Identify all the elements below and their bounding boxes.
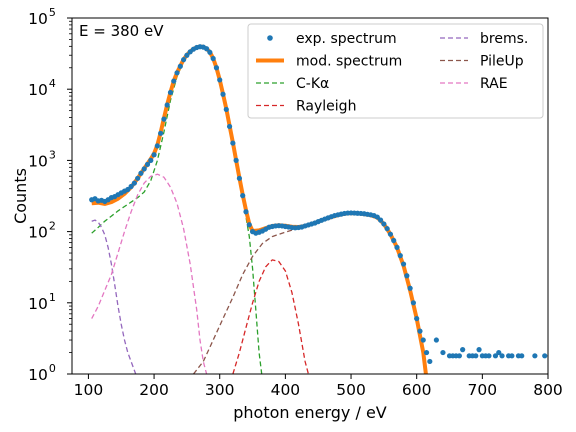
x-axis-label: photon energy / eV bbox=[233, 403, 387, 422]
data-point bbox=[381, 221, 387, 227]
x-tick-label: 300 bbox=[205, 381, 235, 399]
data-point bbox=[243, 209, 249, 215]
x-tick-label: 600 bbox=[402, 381, 432, 399]
data-point bbox=[440, 349, 446, 356]
data-point bbox=[433, 337, 439, 343]
data-point bbox=[184, 52, 190, 58]
legend-label: mod. spectrum bbox=[296, 54, 402, 70]
data-point bbox=[374, 214, 380, 220]
legend-label: Rayleigh bbox=[296, 99, 356, 115]
data-point bbox=[164, 102, 170, 108]
legend-label: RAE bbox=[480, 76, 508, 92]
x-tick-label: 800 bbox=[533, 381, 563, 399]
series-line-rayleigh bbox=[232, 259, 310, 374]
data-point bbox=[476, 347, 482, 353]
x-tick-label: 700 bbox=[468, 381, 498, 399]
data-point bbox=[125, 186, 131, 193]
series-layer bbox=[89, 44, 548, 374]
data-point bbox=[223, 106, 229, 113]
data-point bbox=[391, 237, 397, 244]
data-point bbox=[236, 175, 243, 181]
data-point bbox=[246, 222, 252, 228]
data-point bbox=[144, 161, 151, 167]
data-point bbox=[496, 349, 502, 356]
legend-item: exp. spectrum bbox=[267, 31, 397, 47]
data-point bbox=[177, 63, 183, 69]
series-line-rae bbox=[91, 173, 208, 374]
series-exp-spectrum bbox=[89, 44, 548, 365]
data-point bbox=[420, 337, 426, 343]
x-tick-label: 500 bbox=[336, 381, 366, 399]
data-point bbox=[492, 353, 499, 359]
data-point bbox=[410, 300, 417, 306]
data-point bbox=[397, 253, 403, 259]
data-point bbox=[473, 353, 479, 359]
legend-marker bbox=[267, 35, 273, 41]
energy-annotation: E = 380 eV bbox=[79, 22, 164, 40]
data-point bbox=[174, 70, 180, 76]
data-point bbox=[427, 358, 433, 365]
data-point bbox=[181, 57, 187, 63]
data-point bbox=[148, 157, 154, 163]
x-tick-label: 400 bbox=[271, 381, 301, 399]
data-point bbox=[456, 353, 462, 359]
data-point bbox=[220, 91, 226, 97]
data-point bbox=[387, 231, 394, 237]
legend-label: brems. bbox=[480, 31, 528, 47]
legend-label: exp. spectrum bbox=[296, 31, 397, 47]
legend-item: Rayleigh bbox=[256, 99, 356, 115]
data-point bbox=[542, 353, 548, 359]
data-point bbox=[400, 261, 407, 267]
data-point bbox=[509, 353, 515, 359]
data-point bbox=[158, 130, 164, 136]
data-point bbox=[384, 226, 390, 232]
data-point bbox=[213, 65, 220, 71]
data-point bbox=[532, 353, 538, 359]
data-point bbox=[161, 116, 167, 122]
legend-item: C-Kα bbox=[256, 76, 329, 92]
data-point bbox=[210, 55, 216, 62]
data-point bbox=[226, 123, 233, 130]
plot-frame bbox=[71, 17, 549, 375]
legend-label: PileUp bbox=[480, 54, 524, 70]
data-point bbox=[233, 157, 239, 163]
legend-item: brems. bbox=[440, 31, 528, 47]
y-axis-label: Counts bbox=[11, 168, 30, 224]
data-point bbox=[417, 328, 423, 334]
data-point bbox=[171, 78, 177, 84]
data-point bbox=[407, 285, 413, 291]
legend-item: mod. spectrum bbox=[256, 54, 402, 70]
data-point bbox=[486, 353, 492, 359]
data-point bbox=[135, 175, 141, 181]
data-point bbox=[131, 180, 137, 186]
data-point bbox=[499, 353, 505, 359]
data-point bbox=[377, 217, 384, 223]
data-point bbox=[151, 152, 157, 158]
data-point bbox=[167, 89, 174, 96]
series-line-brems bbox=[91, 219, 137, 374]
data-point bbox=[519, 353, 525, 359]
data-point bbox=[138, 170, 144, 176]
data-point bbox=[203, 46, 210, 52]
legend: exp. spectrum mod. spectrum C-Kα Rayleigh br… bbox=[247, 23, 544, 119]
x-tick-label: 200 bbox=[139, 381, 169, 399]
legend-item: PileUp bbox=[440, 54, 524, 70]
legend-box bbox=[247, 23, 544, 119]
x-tick-label: 100 bbox=[74, 381, 104, 399]
legend-label: C-Kα bbox=[296, 76, 329, 92]
data-point bbox=[414, 315, 420, 322]
data-point bbox=[141, 166, 147, 172]
data-point bbox=[217, 77, 223, 83]
data-point bbox=[154, 143, 160, 149]
data-point bbox=[404, 273, 410, 279]
data-point bbox=[207, 49, 213, 55]
data-point bbox=[240, 193, 246, 199]
data-point bbox=[394, 244, 400, 250]
data-point bbox=[230, 140, 236, 146]
data-point bbox=[423, 349, 430, 356]
legend-item: RAE bbox=[440, 76, 508, 92]
data-point bbox=[460, 347, 466, 353]
data-point bbox=[128, 183, 134, 190]
